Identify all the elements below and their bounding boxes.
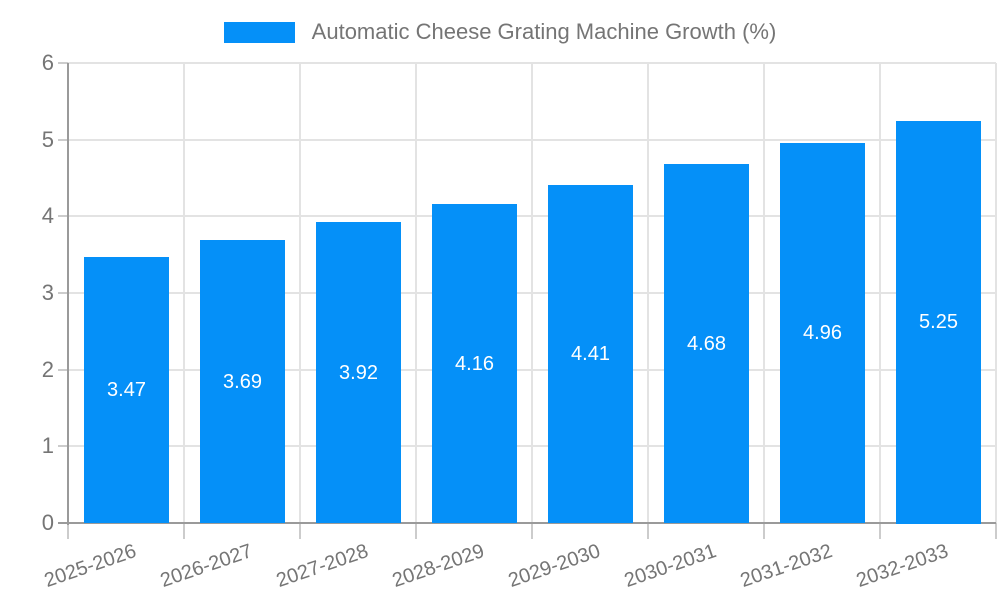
y-tick-label: 6	[41, 50, 54, 75]
y-tick-label: 5	[41, 126, 54, 152]
bar-value-label: 5.25	[919, 311, 958, 333]
gridline-vertical	[415, 63, 417, 523]
x-tick-mark	[763, 523, 765, 539]
bar-value-label: 3.92	[339, 362, 378, 384]
y-tick-mark	[58, 62, 68, 64]
y-tick-label: 0	[41, 510, 54, 535]
y-tick-label: 2	[41, 356, 54, 382]
bar-value-label: 4.41	[571, 343, 610, 365]
y-tick-label: 3	[41, 280, 54, 305]
y-axis-line	[67, 63, 69, 525]
gridline-vertical	[995, 63, 997, 523]
y-tick-mark	[58, 292, 68, 294]
bar	[200, 240, 285, 523]
y-tick-mark	[58, 445, 68, 448]
bar	[432, 204, 517, 523]
x-tick-mark	[531, 523, 533, 539]
x-axis-line	[58, 522, 996, 524]
gridline-vertical	[299, 63, 301, 523]
x-tick-mark	[995, 523, 997, 539]
gridline-vertical	[763, 63, 765, 523]
gridline-vertical	[647, 63, 649, 523]
x-tick-mark	[67, 523, 69, 539]
gridline-vertical	[531, 63, 533, 523]
bar-value-label: 4.16	[455, 353, 494, 375]
bar-value-label: 3.69	[223, 371, 262, 393]
bar	[896, 121, 981, 524]
y-tick-label: 1	[41, 433, 54, 459]
gridline-vertical	[183, 63, 185, 523]
bar	[664, 164, 749, 523]
bar	[84, 257, 169, 523]
y-tick-label: 4	[41, 203, 54, 229]
bar-value-label: 4.68	[687, 333, 726, 355]
y-tick-mark	[58, 368, 68, 371]
bar	[548, 185, 633, 523]
gridline-vertical	[879, 63, 881, 523]
y-tick-mark	[58, 215, 68, 218]
x-tick-mark	[299, 523, 301, 539]
bar-value-label: 3.47	[107, 379, 146, 401]
bar-value-label: 4.96	[803, 322, 842, 344]
bar	[316, 222, 401, 523]
bar	[780, 143, 865, 523]
x-tick-mark	[879, 523, 881, 539]
y-tick-mark	[58, 138, 68, 141]
x-tick-mark	[183, 523, 185, 539]
x-tick-mark	[647, 523, 649, 539]
x-tick-mark	[415, 523, 417, 539]
